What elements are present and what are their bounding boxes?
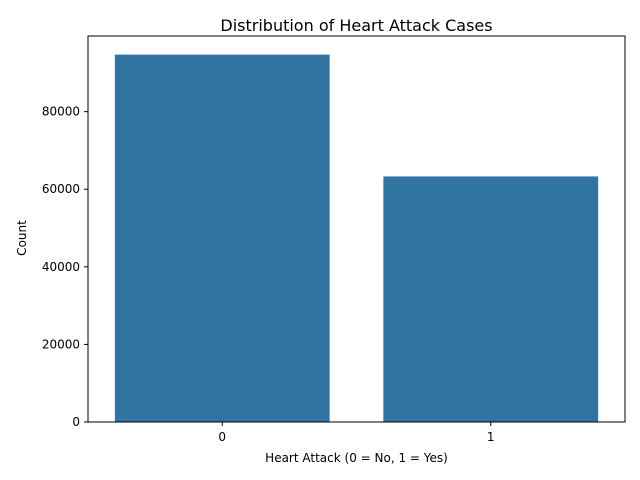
x-tick-label: 0	[218, 430, 226, 444]
bar-1	[383, 176, 599, 422]
y-tick-label: 60000	[42, 182, 80, 196]
bar-0	[114, 54, 330, 423]
x-tick-label: 1	[487, 430, 495, 444]
y-tick-label: 80000	[42, 105, 80, 119]
y-tick-label: 40000	[42, 260, 80, 274]
y-axis-ticks: 0 20000 40000 60000 80000	[42, 105, 88, 429]
plot-frame	[87, 35, 626, 423]
bars-group	[114, 54, 599, 423]
y-tick-label: 0	[72, 415, 80, 429]
y-tick-label: 20000	[42, 337, 80, 351]
chart-title: Distribution of Heart Attack Cases	[220, 16, 492, 35]
y-axis-label: Count	[15, 220, 29, 256]
x-axis-label: Heart Attack (0 = No, 1 = Yes)	[265, 451, 448, 465]
